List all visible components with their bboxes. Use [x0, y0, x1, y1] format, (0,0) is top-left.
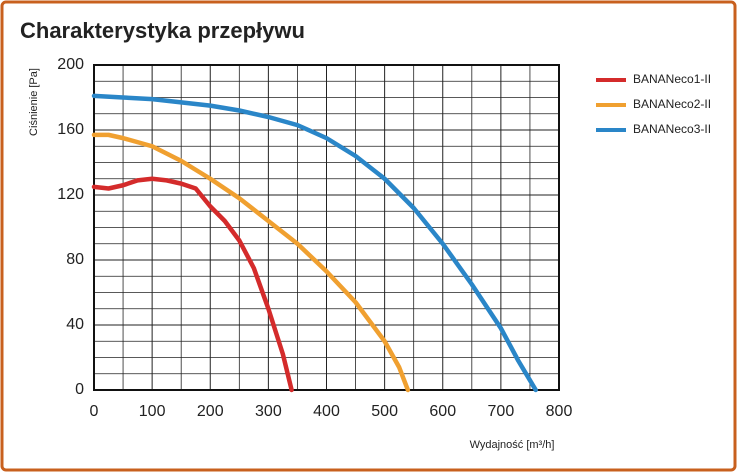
x-tick-label: 0	[90, 403, 99, 420]
chart-title: Charakterystyka przepływu	[20, 18, 305, 43]
y-tick-label: 80	[66, 251, 84, 268]
x-tick-label: 100	[139, 403, 166, 420]
x-tick-label: 700	[488, 403, 515, 420]
y-tick-label: 160	[57, 121, 84, 138]
legend-label: BANANeco1-II	[633, 72, 711, 86]
y-tick-label: 40	[66, 316, 84, 333]
x-axis-label: Wydajność [m³/h]	[470, 439, 555, 451]
y-tick-label: 200	[57, 56, 84, 73]
legend-label: BANANeco3-II	[633, 122, 711, 136]
plot-border	[93, 64, 560, 391]
x-tick-label: 500	[371, 403, 398, 420]
x-tick-label: 400	[313, 403, 340, 420]
series-line	[91, 132, 411, 393]
series-line	[91, 176, 294, 393]
y-axis-label: Ciśnienie [Pa]	[28, 68, 40, 136]
x-tick-label: 200	[197, 403, 224, 420]
x-tick-label: 800	[546, 403, 573, 420]
y-tick-label: 0	[75, 381, 84, 398]
y-tick-label: 120	[57, 186, 84, 203]
x-tick-label: 300	[255, 403, 282, 420]
series-line	[91, 93, 538, 393]
legend-label: BANANeco2-II	[633, 97, 711, 111]
x-tick-label: 600	[429, 403, 456, 420]
